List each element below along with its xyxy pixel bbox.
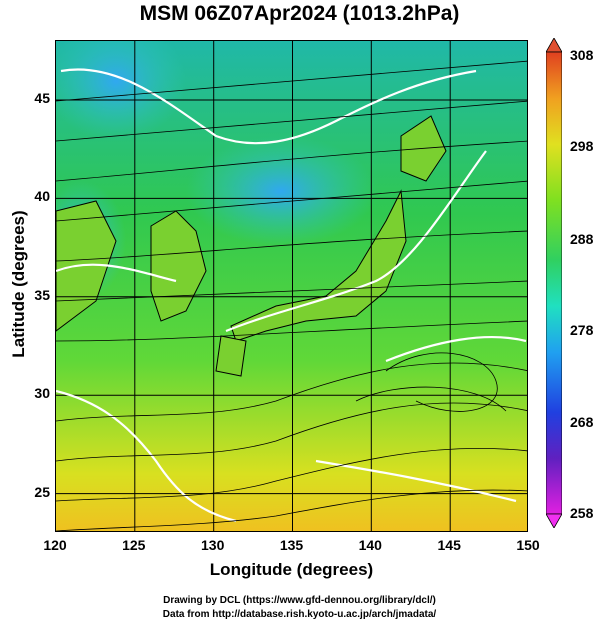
x-tick-label: 125	[122, 537, 146, 553]
colorbar-tick-label: 258	[570, 505, 594, 521]
map-title: MSM 06Z07Apr2024 (1013.2hPa)	[139, 2, 460, 25]
credit-data: Data from http://database.rish.kyoto-u.a…	[162, 609, 437, 620]
colorbar-tick-label: 298	[570, 138, 594, 154]
isotherm-lines	[56, 68, 527, 523]
colorbar-scale	[546, 51, 562, 515]
map-field	[56, 41, 527, 531]
colorbar-tick-label: 288	[570, 231, 594, 247]
x-tick-label: 135	[279, 537, 304, 553]
colorbar-tick-label: 308	[570, 47, 594, 63]
isotherm	[225, 150, 487, 333]
honshu-landmass	[230, 189, 407, 342]
streamlines	[56, 60, 527, 531]
isotherm	[385, 336, 527, 363]
isotherm	[56, 263, 177, 283]
land-outlines	[56, 115, 447, 377]
kyushu-landmass	[215, 335, 247, 377]
y-axis-label: Latitude (degrees)	[9, 210, 28, 358]
cold-sea-region	[186, 136, 376, 246]
colorbar	[546, 38, 562, 528]
x-tick-label: 145	[437, 537, 461, 553]
isotherm	[56, 389, 237, 523]
map-plot-area	[55, 40, 528, 532]
y-tick-label: 35	[34, 287, 50, 303]
y-tick-label: 30	[34, 385, 50, 401]
colorbar-min-arrow	[546, 513, 562, 528]
cold-north-region	[56, 41, 186, 141]
credit-drawing: Drawing by DCL (https://www.gfd-dennou.o…	[163, 595, 436, 606]
mainland-landmass	[56, 200, 117, 332]
x-tick-label: 150	[516, 537, 540, 553]
y-tick-label: 40	[34, 188, 50, 204]
y-tick-label: 25	[34, 484, 50, 500]
x-tick-label: 120	[43, 537, 67, 553]
x-tick-label: 130	[201, 537, 225, 553]
y-tick-label: 45	[34, 90, 50, 106]
korea-landmass	[150, 210, 207, 322]
x-tick-label: 140	[358, 537, 382, 553]
colorbar-tick-label: 268	[570, 414, 594, 430]
colorbar-max-arrow	[546, 38, 562, 53]
x-axis-label: Longitude (degrees)	[209, 560, 374, 579]
colorbar-tick-label: 278	[570, 322, 594, 338]
isotherm	[60, 68, 477, 145]
isotherm	[315, 459, 517, 503]
